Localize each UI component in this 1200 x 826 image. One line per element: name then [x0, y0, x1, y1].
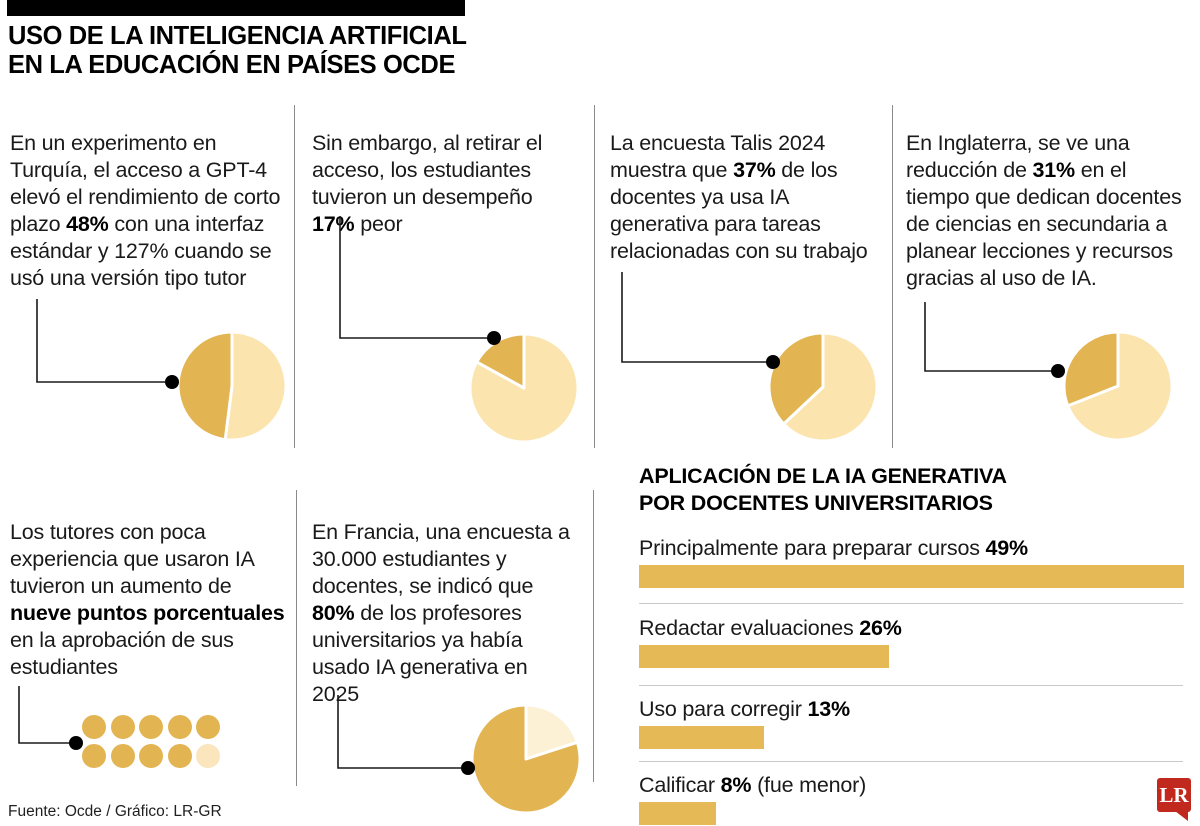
- bar-uso-corregir: [639, 726, 764, 749]
- pie-chart-turkey: [176, 330, 288, 442]
- leader-line-talis: [621, 272, 766, 363]
- row-separator: [639, 761, 1183, 762]
- bar-label: Uso para corregir 13%: [639, 697, 850, 721]
- title-top-rule: [7, 0, 465, 16]
- leader-line-tutors: [18, 686, 69, 744]
- fact-england-text: En Inglaterra, se ve una reducción de 31…: [906, 130, 1182, 290]
- row-separator: [639, 685, 1183, 686]
- fact-access-removed-text: Sin embargo, al retirar el acceso, los e…: [312, 130, 543, 236]
- bar-label: Principalmente para preparar cursos 49%: [639, 536, 1028, 560]
- page-title-line-1: USO DE LA INTELIGENCIA ARTIFICIAL: [8, 22, 467, 50]
- dot: [110, 744, 135, 768]
- dot: [82, 715, 106, 739]
- bar-row-uso-corregir: Uso para corregir 13%: [639, 696, 1185, 749]
- column-divider: [593, 490, 594, 782]
- pie-chart-england: [1062, 330, 1174, 442]
- dot: [82, 744, 106, 768]
- dot: [139, 744, 163, 768]
- bar-row-redactar-evaluaciones: Redactar evaluaciones 26%: [639, 615, 1185, 668]
- bar-chart-title: APLICACIÓN DE LA IA GENERATIVA POR DOCEN…: [639, 463, 1007, 516]
- dot: [196, 715, 220, 739]
- column-divider: [294, 105, 295, 448]
- page-title-line-2: EN LA EDUCACIÓN EN PAÍSES OCDE: [8, 51, 456, 79]
- bar-redactar-evaluaciones: [639, 645, 889, 668]
- row-separator: [639, 603, 1183, 604]
- fact-france-text: En Francia, una encuesta a 30.000 estudi…: [312, 519, 570, 706]
- bar-preparar-cursos: [639, 565, 1184, 588]
- pie-chart-talis: [767, 331, 879, 443]
- bar-label: Redactar evaluaciones 26%: [639, 616, 902, 640]
- bar-chart-title-line-1: APLICACIÓN DE LA IA GENERATIVA: [639, 464, 1007, 488]
- dot: [167, 715, 192, 739]
- column-divider: [296, 490, 297, 786]
- dot: [139, 715, 163, 739]
- dot-grid-chart-tutors: [82, 715, 226, 768]
- pie-chart-access-removed: [468, 332, 580, 444]
- column-divider: [594, 105, 595, 448]
- dot: [110, 715, 135, 739]
- dot: [167, 744, 192, 768]
- fact-turkey-text: En un experimento en Turquía, el acceso …: [10, 130, 281, 290]
- pie-chart-france: [470, 703, 582, 815]
- bar-calificar: [639, 802, 716, 825]
- leader-line-england: [924, 302, 1051, 372]
- bar-row-preparar-cursos: Principalmente para preparar cursos 49%: [639, 535, 1185, 588]
- bar-chart-title-line-2: POR DOCENTES UNIVERSITARIOS: [639, 490, 993, 515]
- fact-talis-text: La encuesta Talis 2024 muestra que 37% d…: [610, 130, 868, 263]
- page-title: USO DE LA INTELIGENCIA ARTIFICIAL EN LA …: [8, 22, 467, 80]
- dot: [196, 744, 220, 768]
- bar-label: Calificar 8% (fue menor): [639, 773, 867, 797]
- lr-logo: LR: [1157, 778, 1191, 821]
- leader-dot-icon: [69, 736, 83, 750]
- lr-logo-text: LR: [1159, 782, 1189, 807]
- column-divider: [892, 105, 893, 448]
- source-credit: Fuente: Ocde / Gráfico: LR-GR: [8, 803, 222, 820]
- fact-tutors-text: Los tutores con poca experiencia que usa…: [10, 519, 285, 679]
- leader-line-turkey: [36, 299, 165, 383]
- bar-row-calificar: Calificar 8% (fue menor): [639, 772, 1185, 825]
